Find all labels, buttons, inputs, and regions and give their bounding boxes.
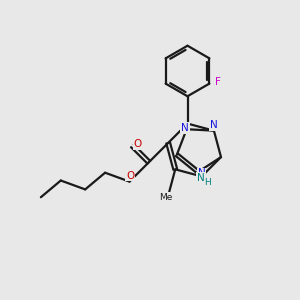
Text: N: N [210,120,218,130]
Text: N: N [197,173,205,183]
Text: O: O [134,139,142,149]
Text: O: O [126,171,134,181]
Text: F: F [215,77,221,87]
Text: N: N [181,123,189,133]
Text: H: H [204,178,211,188]
Text: N: N [198,169,206,178]
Text: Me: Me [159,193,172,202]
